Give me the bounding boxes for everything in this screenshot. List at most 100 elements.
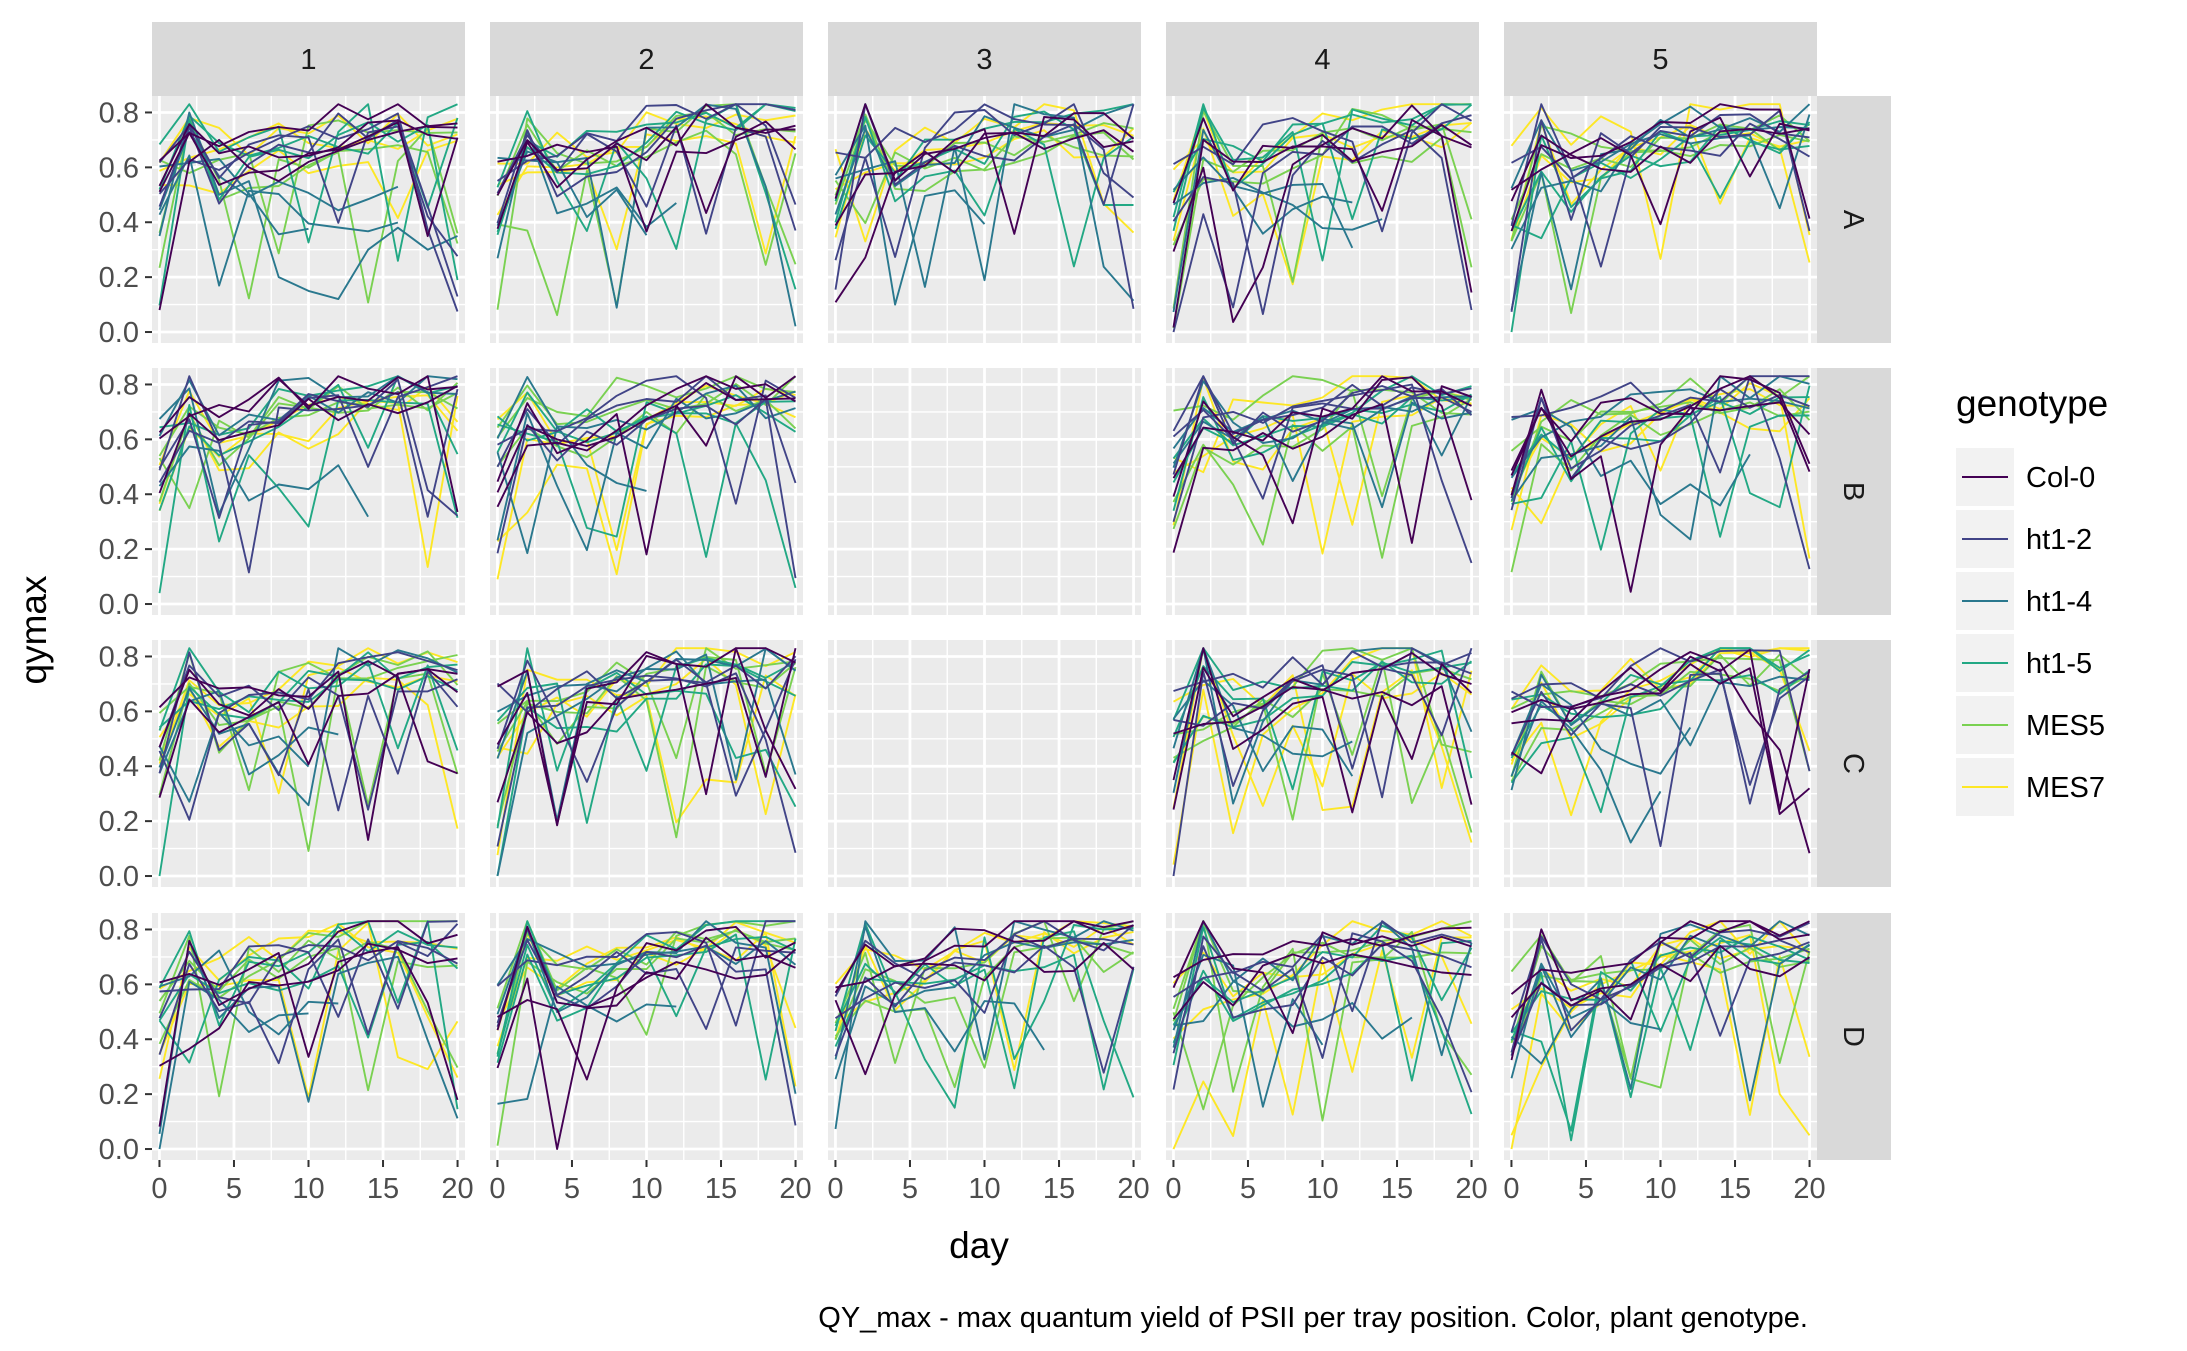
- series-line-MES5: [834, 938, 1134, 1069]
- series-line-Col-0: [834, 116, 1134, 303]
- series-line-ht1-4: [834, 920, 1134, 1130]
- legend-label: Col-0: [2026, 462, 2095, 494]
- series-line-ht1-4: [1511, 407, 1751, 507]
- x-tick-label: 0: [1165, 1173, 1181, 1205]
- series-line-MES5: [496, 375, 796, 438]
- series-line-MES7: [1510, 388, 1810, 525]
- series-line-MES7: [159, 117, 458, 172]
- y-tick-label: 0.0: [99, 861, 139, 893]
- series-line-Col-0: [159, 942, 458, 1067]
- series-line-Col-0: [158, 376, 458, 440]
- series-line-ht1-4: [158, 154, 399, 287]
- series-line-MES7: [159, 139, 458, 219]
- series-line-MES5: [834, 936, 1135, 1089]
- series-line-MES5: [1510, 122, 1811, 221]
- legend-entry-ht1-4: ht1-4: [1956, 572, 2092, 630]
- series-line-Col-0: [1511, 663, 1811, 815]
- y-axis-title: qymax: [13, 575, 54, 684]
- series-line-ht1-5: [1172, 661, 1472, 791]
- y-tick-label: 0.6: [99, 152, 139, 184]
- series-line-MES7: [158, 676, 459, 829]
- series-line-ht1-4: [1172, 395, 1472, 482]
- series-line-ht1-4: [1510, 375, 1810, 541]
- series-line-ht1-2: [1173, 103, 1472, 233]
- series-line-MES5: [1172, 941, 1472, 1111]
- series-line-ht1-5: [158, 118, 459, 306]
- series-line-MES7: [159, 929, 458, 990]
- series-line-ht1-2: [834, 934, 1134, 1057]
- series-line-Col-0: [496, 375, 796, 508]
- series-line-ht1-5: [1510, 121, 1811, 232]
- series-lines: [1172, 103, 1473, 333]
- facet-panels: [152, 96, 1817, 1160]
- panel-C-3: [828, 640, 1141, 887]
- y-tick-label: 0.8: [99, 369, 139, 401]
- series-line-Col-0: [158, 103, 458, 162]
- row-strip-label: D: [1837, 1026, 1869, 1047]
- x-tick-label: 10: [630, 1173, 662, 1205]
- series-line-MES7: [834, 925, 1134, 985]
- y-tick-label: 0.2: [99, 262, 139, 294]
- series-line-Col-0: [1510, 920, 1810, 995]
- series-line-ht1-4: [1510, 964, 1661, 1079]
- row-strip: [1817, 913, 1891, 1160]
- series-line-Col-0: [158, 385, 458, 494]
- y-tick-label: 0.0: [99, 317, 139, 349]
- series-line-MES7: [1173, 396, 1472, 555]
- series-line-Col-0: [496, 647, 797, 825]
- series-line-ht1-5: [496, 657, 796, 824]
- series-line-Col-0: [1172, 385, 1472, 553]
- series-lines: [496, 103, 797, 327]
- series-line-ht1-5: [496, 103, 796, 233]
- series-line-Col-0: [496, 120, 797, 214]
- series-line-ht1-2: [496, 375, 797, 484]
- series-line-ht1-4: [497, 156, 648, 236]
- series-line-Col-0: [496, 647, 797, 803]
- panel-D-3: [828, 913, 1141, 1160]
- series-line-ht1-2: [158, 923, 459, 1065]
- series-line-ht1-2: [158, 378, 459, 519]
- series-lines: [158, 375, 459, 594]
- panel-B-1: [152, 368, 465, 615]
- series-line-ht1-2: [1511, 375, 1810, 418]
- x-tick-label: 10: [1644, 1173, 1676, 1205]
- series-line-MES5: [1510, 125, 1810, 242]
- series-line-Col-0: [834, 129, 1135, 226]
- legend-entry-ht1-2: ht1-2: [1956, 510, 2092, 568]
- series-line-ht1-5: [1172, 103, 1473, 221]
- series-lines: [1510, 375, 1811, 593]
- y-tick-label: 0.4: [99, 1024, 139, 1056]
- series-line-ht1-4: [158, 711, 310, 803]
- series-line-ht1-2: [1172, 943, 1472, 1054]
- series-line-ht1-2: [496, 920, 796, 1027]
- series-line-Col-0: [1172, 117, 1473, 204]
- series-line-Col-0: [497, 647, 796, 827]
- x-tick-label: 20: [1117, 1173, 1149, 1205]
- panel-A-5: [1504, 96, 1817, 343]
- y-tick-label: 0.2: [99, 1079, 139, 1111]
- series-line-ht1-2: [1172, 396, 1472, 500]
- x-tick-label: 20: [441, 1173, 473, 1205]
- x-tick-label: 5: [1578, 1173, 1594, 1205]
- legend-label: MES5: [2026, 710, 2105, 742]
- y-tick-label: 0.2: [99, 806, 139, 838]
- series-line-ht1-2: [496, 103, 796, 182]
- series-line-Col-0: [1173, 926, 1472, 979]
- x-tick-label: 15: [1381, 1173, 1413, 1205]
- series-line-MES7: [158, 666, 458, 795]
- x-tick-label: 15: [367, 1173, 399, 1205]
- legend-entry-MES7: MES7: [1956, 758, 2105, 816]
- series-line-ht1-4: [1172, 156, 1353, 235]
- series-line-ht1-2: [1172, 375, 1473, 475]
- series-line-MES5: [834, 920, 1134, 1064]
- series-line-ht1-2: [496, 658, 797, 797]
- legend-title: genotype: [1956, 383, 2108, 424]
- series-line-ht1-2: [1172, 383, 1473, 564]
- series-line-MES7: [1510, 125, 1810, 240]
- x-tick-label: 20: [1793, 1173, 1825, 1205]
- y-tick-label: 0.4: [99, 479, 139, 511]
- series-line-ht1-5: [158, 920, 459, 1110]
- series-line-MES5: [496, 393, 797, 467]
- panel-A-4: [1166, 96, 1479, 343]
